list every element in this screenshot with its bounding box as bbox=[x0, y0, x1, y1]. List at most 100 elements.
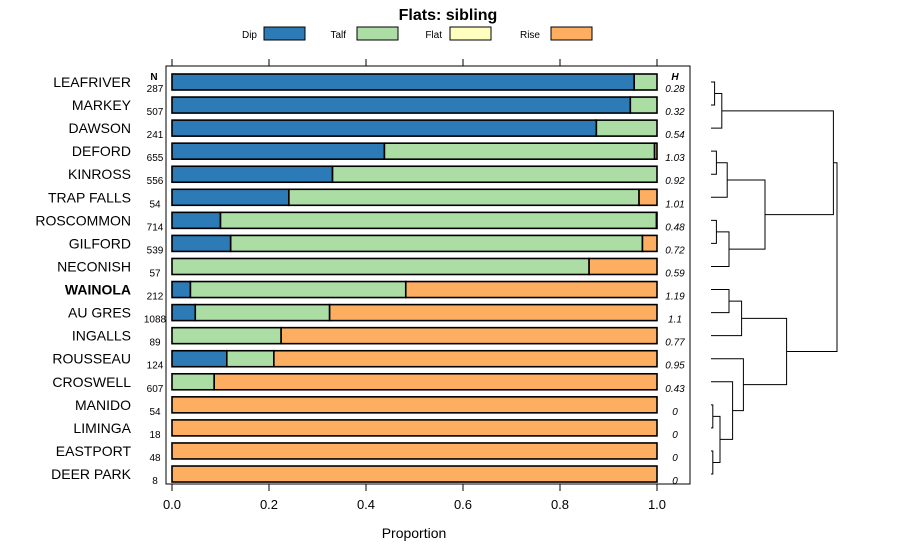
row-label-leafriver: LEAFRIVER bbox=[53, 74, 131, 90]
h-value-deford: 1.03 bbox=[665, 153, 685, 164]
row-label-liminga: LIMINGA bbox=[73, 420, 131, 436]
row-label-deford: DEFORD bbox=[72, 143, 131, 159]
h-value-markey: 0.32 bbox=[665, 107, 685, 118]
h-value-au-gres: 1.1 bbox=[668, 315, 682, 326]
bar-rousseau-dip bbox=[171, 349, 228, 368]
plot-frame bbox=[165, 65, 691, 485]
row-label-rousseau: ROUSSEAU bbox=[52, 351, 131, 367]
bar-markey-talf bbox=[629, 96, 658, 114]
n-value-roscommon: 714 bbox=[147, 222, 164, 233]
x-tick-label-0-0: 0.0 bbox=[163, 497, 181, 512]
dendrogram-link-h-p bbox=[786, 162, 838, 353]
bar-gilford-talf bbox=[229, 234, 644, 253]
dendrogram-link-d-f bbox=[727, 179, 766, 250]
x-axis-label: Proportion bbox=[382, 525, 447, 541]
n-value-croswell: 607 bbox=[147, 384, 164, 395]
row-label-kinross: KINROSS bbox=[68, 166, 131, 182]
bar-rousseau-rise bbox=[273, 349, 658, 368]
n-value-wainola: 212 bbox=[147, 292, 164, 303]
bar-liminga-rise bbox=[171, 419, 658, 437]
n-value-dawson: 241 bbox=[147, 130, 164, 141]
row-label-eastport: EASTPORT bbox=[56, 443, 132, 459]
x-tick-label-0-2: 0.2 bbox=[260, 497, 278, 512]
dendrogram-link-k-l bbox=[712, 415, 721, 463]
dendrogram-link-b-g bbox=[721, 110, 834, 216]
bar-wainola-talf bbox=[189, 280, 407, 299]
dendrogram-link-leafriver-markey bbox=[711, 81, 716, 106]
bar-deford-rise bbox=[653, 142, 658, 160]
row-label-gilford: GILFORD bbox=[69, 235, 131, 251]
bar-eastport-rise bbox=[171, 442, 658, 460]
x-tick-label-0-4: 0.4 bbox=[357, 497, 375, 512]
bar-deer-park-rise bbox=[171, 465, 658, 483]
n-value-manido: 54 bbox=[149, 407, 161, 418]
legend-swatch-dip bbox=[263, 26, 306, 41]
row-label-trap-falls: TRAP FALLS bbox=[48, 189, 131, 205]
bar-roscommon-talf bbox=[219, 211, 658, 230]
x-tick-label-1-0: 1.0 bbox=[648, 497, 666, 512]
legend-label-rise: Rise bbox=[520, 30, 540, 41]
n-value-ingalls: 89 bbox=[149, 338, 161, 349]
h-value-leafriver: 0.28 bbox=[665, 84, 685, 95]
row-label-manido: MANIDO bbox=[75, 397, 131, 413]
bar-neconish-talf bbox=[171, 257, 590, 276]
h-value-neconish: 0.59 bbox=[665, 268, 685, 279]
bar-kinross-dip bbox=[171, 165, 334, 184]
n-value-au-gres: 1088 bbox=[144, 315, 167, 326]
dendrogram bbox=[711, 81, 838, 475]
row-label-dawson: DAWSON bbox=[69, 120, 131, 136]
n-column-header: N bbox=[150, 72, 157, 83]
n-value-liminga: 18 bbox=[149, 430, 161, 441]
bar-au-gres-rise bbox=[328, 303, 658, 322]
dendrogram-link-roscommon-gilford bbox=[711, 219, 717, 244]
h-value-kinross: 0.92 bbox=[665, 176, 685, 187]
n-value-neconish: 57 bbox=[149, 268, 161, 279]
bar-gilford-dip bbox=[171, 234, 232, 253]
bar-trap-falls-rise bbox=[638, 188, 658, 207]
bar-dawson-talf bbox=[595, 119, 658, 137]
legend: Dip Talf Flat Rise bbox=[242, 26, 593, 41]
h-value-dawson: 0.54 bbox=[665, 130, 685, 141]
h-value-roscommon: 0.48 bbox=[665, 222, 685, 233]
dendrogram-link-i-ingalls bbox=[711, 300, 743, 337]
n-value-deford: 655 bbox=[147, 153, 164, 164]
bar-trap-falls-dip bbox=[171, 188, 290, 207]
bar-wainola-dip bbox=[171, 280, 192, 299]
n-value-leafriver: 287 bbox=[147, 84, 164, 95]
legend-swatch-rise bbox=[550, 26, 593, 41]
x-axis: 0.0 0.2 0.4 0.6 0.8 1.0 bbox=[163, 59, 666, 512]
bar-roscommon-dip bbox=[171, 211, 222, 230]
legend-label-dip: Dip bbox=[242, 30, 257, 41]
h-value-manido: 0 bbox=[672, 407, 678, 418]
bar-au-gres-talf bbox=[194, 303, 331, 322]
h-value-rousseau: 0.95 bbox=[665, 361, 685, 372]
n-value-gilford: 539 bbox=[147, 245, 164, 256]
row-label-deer-park: DEER PARK bbox=[51, 466, 132, 482]
bar-trap-falls-talf bbox=[288, 188, 640, 207]
h-value-wainola: 1.19 bbox=[665, 292, 685, 303]
bar-dawson-dip bbox=[171, 119, 598, 137]
dendrogram-link-a-dawson bbox=[711, 93, 723, 129]
legend-swatch-talf bbox=[356, 26, 399, 41]
row-labels: LEAFRIVER 287 0.28 MARKEY 507 0.32 DAWSON 241 0.… bbox=[35, 74, 685, 487]
dendrogram-link-m-croswell bbox=[711, 381, 734, 440]
h-column-header: H bbox=[671, 72, 679, 83]
n-value-eastport: 48 bbox=[149, 453, 161, 464]
legend-label-talf: Talf bbox=[330, 30, 346, 41]
row-label-au-gres: AU GRES bbox=[68, 305, 131, 321]
dendrogram-link-liminga-manido bbox=[711, 404, 714, 429]
bar-leafriver-dip bbox=[171, 73, 636, 91]
bar-wainola-rise bbox=[404, 280, 658, 299]
row-label-roscommon: ROSCOMMON bbox=[35, 212, 131, 228]
n-value-markey: 507 bbox=[147, 107, 164, 118]
x-tick-label-0-8: 0.8 bbox=[551, 497, 569, 512]
x-tick-label-0-6: 0.6 bbox=[454, 497, 472, 512]
dendrogram-link-eastport-deer-park bbox=[711, 450, 714, 475]
dendrogram-link-c-trap-falls bbox=[711, 162, 728, 198]
h-value-croswell: 0.43 bbox=[665, 384, 685, 395]
h-value-deer-park: 0 bbox=[672, 476, 678, 487]
bar-ingalls-talf bbox=[171, 326, 282, 345]
row-label-ingalls: INGALLS bbox=[72, 328, 131, 344]
h-value-trap-falls: 1.01 bbox=[665, 199, 684, 210]
